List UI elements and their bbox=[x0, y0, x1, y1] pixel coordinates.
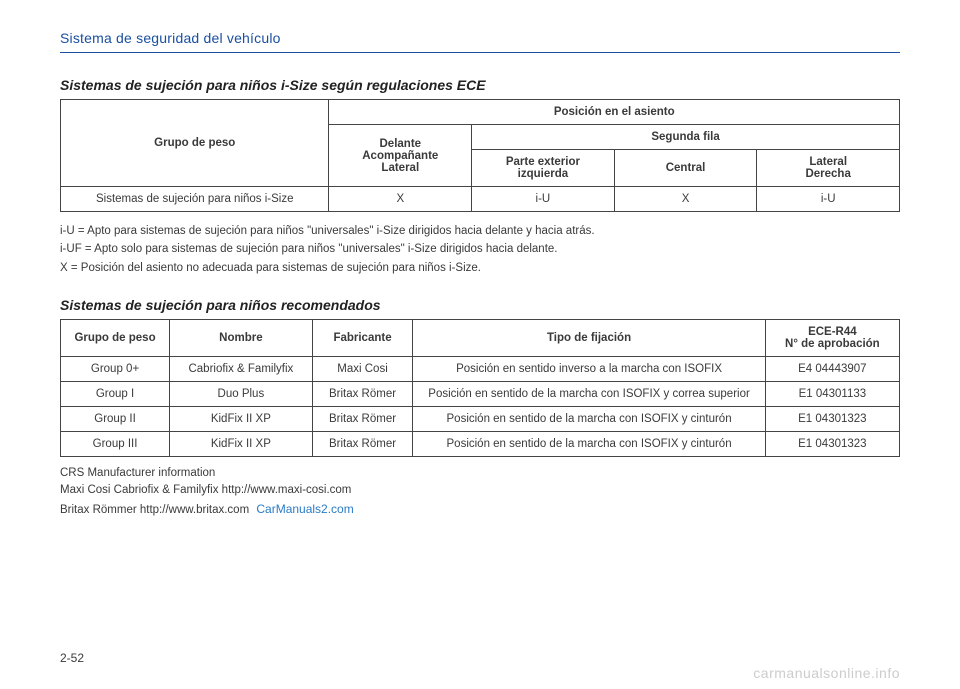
inline-watermark: CarManuals2.com bbox=[256, 502, 353, 516]
cell: KidFix II XP bbox=[170, 432, 313, 457]
cell: KidFix II XP bbox=[170, 407, 313, 432]
cell: Britax Römer bbox=[312, 407, 413, 432]
cell: E1 04301133 bbox=[765, 382, 899, 407]
table-row: Group 0+ Cabriofix & Familyfix Maxi Cosi… bbox=[61, 357, 900, 382]
cell: Group III bbox=[61, 432, 170, 457]
footer-line-1: CRS Manufacturer information bbox=[60, 465, 900, 482]
t2-th-ece: ECE-R44 N° de aprobación bbox=[765, 320, 899, 357]
footer-line-3: Britax Römmer http://www.britax.com CarM… bbox=[60, 500, 900, 519]
bottom-watermark: carmanualsonline.info bbox=[753, 665, 900, 681]
legend-line-3: X = Posición del asiento no adecuada par… bbox=[60, 259, 900, 277]
th-group: Grupo de peso bbox=[61, 100, 329, 187]
table-row: Group III KidFix II XP Britax Römer Posi… bbox=[61, 432, 900, 457]
cell: Group II bbox=[61, 407, 170, 432]
th-position: Posición en el asiento bbox=[329, 100, 900, 125]
row-label: Sistemas de sujeción para niños i-Size bbox=[61, 187, 329, 212]
table-row: Group I Duo Plus Britax Römer Posición e… bbox=[61, 382, 900, 407]
cell: E1 04301323 bbox=[765, 432, 899, 457]
page-number: 2-52 bbox=[60, 651, 84, 665]
row-v1: X bbox=[329, 187, 472, 212]
cell: Posición en sentido de la marcha con ISO… bbox=[413, 432, 765, 457]
th-second-row: Segunda fila bbox=[472, 125, 900, 150]
table1-title: Sistemas de sujeción para niños i-Size s… bbox=[60, 77, 900, 93]
th-outer-right: Lateral Derecha bbox=[757, 150, 900, 187]
cell: Britax Römer bbox=[312, 432, 413, 457]
cell: Group I bbox=[61, 382, 170, 407]
t2-th-name: Nombre bbox=[170, 320, 313, 357]
cell: Posición en sentido de la marcha con ISO… bbox=[413, 407, 765, 432]
row-v3: X bbox=[614, 187, 757, 212]
table-row: Group II KidFix II XP Britax Römer Posic… bbox=[61, 407, 900, 432]
t2-th-group: Grupo de peso bbox=[61, 320, 170, 357]
footer-notes: CRS Manufacturer information Maxi Cosi C… bbox=[60, 465, 900, 519]
t2-th-fix: Tipo de fijación bbox=[413, 320, 765, 357]
cell: E1 04301323 bbox=[765, 407, 899, 432]
row-v4: i-U bbox=[757, 187, 900, 212]
isize-table: Grupo de peso Posición en el asiento Del… bbox=[60, 99, 900, 212]
th-outer-left: Parte exterior izquierda bbox=[472, 150, 615, 187]
cell: Maxi Cosi bbox=[312, 357, 413, 382]
t2-th-maker: Fabricante bbox=[312, 320, 413, 357]
cell: Group 0+ bbox=[61, 357, 170, 382]
cell: Cabriofix & Familyfix bbox=[170, 357, 313, 382]
header-divider bbox=[60, 52, 900, 53]
footer-line-2: Maxi Cosi Cabriofix & Familyfix http://w… bbox=[60, 482, 900, 499]
cell: Britax Römer bbox=[312, 382, 413, 407]
cell: E4 04443907 bbox=[765, 357, 899, 382]
th-front: Delante Acompañante Lateral bbox=[329, 125, 472, 187]
cell: Duo Plus bbox=[170, 382, 313, 407]
table2-title: Sistemas de sujeción para niños recomend… bbox=[60, 297, 900, 313]
legend-line-2: i-UF = Apto solo para sistemas de sujeci… bbox=[60, 240, 900, 258]
legend-line-1: i-U = Apto para sistemas de sujeción par… bbox=[60, 222, 900, 240]
table1-legend: i-U = Apto para sistemas de sujeción par… bbox=[60, 222, 900, 277]
th-center: Central bbox=[614, 150, 757, 187]
cell: Posición en sentido inverso a la marcha … bbox=[413, 357, 765, 382]
section-title: Sistema de seguridad del vehículo bbox=[60, 30, 900, 48]
cell: Posición en sentido de la marcha con ISO… bbox=[413, 382, 765, 407]
row-v2: i-U bbox=[472, 187, 615, 212]
footer-line-3-text: Britax Römmer http://www.britax.com bbox=[60, 504, 249, 516]
recommended-table: Grupo de peso Nombre Fabricante Tipo de … bbox=[60, 319, 900, 457]
